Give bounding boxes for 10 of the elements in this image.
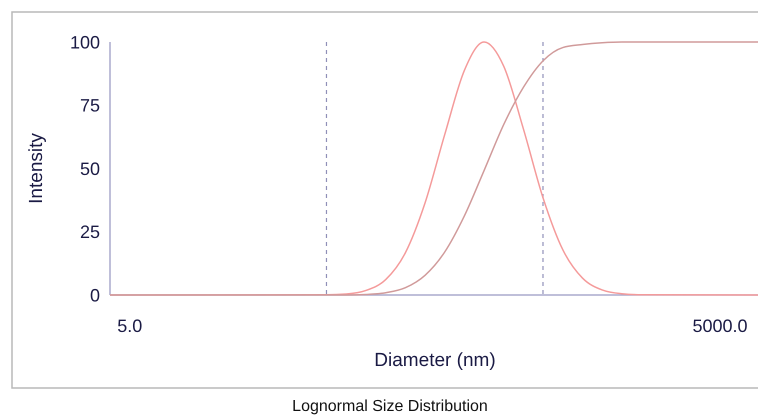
y-tick-label: 0: [90, 285, 100, 306]
y-tick-label: 100: [70, 32, 100, 52]
x-tick-label: 5.0: [117, 316, 142, 336]
y-tick-label: 50: [80, 158, 100, 179]
y-tick-label: 25: [80, 222, 100, 242]
y-tick-label: 75: [80, 96, 100, 116]
y-axis-title: Intensity: [26, 132, 47, 204]
x-tick-label: 5000.0: [692, 316, 748, 336]
text: Lognormal Size Distribution: [292, 398, 488, 415]
x-axis-title: Diameter (nm): [374, 350, 496, 371]
